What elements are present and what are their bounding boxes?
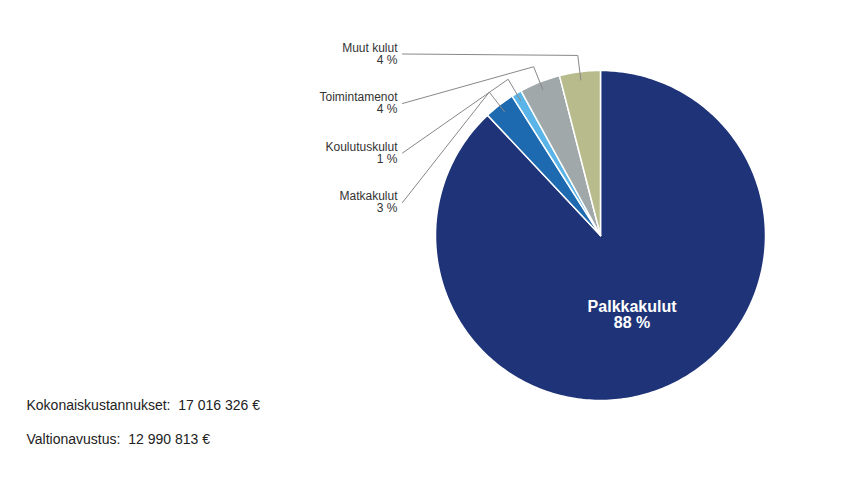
svg-text:Matkakulut3 %: Matkakulut3 % (339, 189, 398, 215)
svg-text:Toimintamenot4 %: Toimintamenot4 % (319, 90, 398, 116)
svg-text:Koulutuskulut1 %: Koulutuskulut1 % (325, 140, 398, 166)
svg-text:Palkkakulut88 %: Palkkakulut88 % (588, 298, 678, 331)
svg-text:Kokonaiskustannukset: 17 016: Kokonaiskustannukset: 17 016 326 € (27, 397, 261, 413)
svg-text:Valtionavustus: 12 990 813 €: Valtionavustus: 12 990 813 € (27, 431, 211, 447)
svg-text:Muut kulut4 %: Muut kulut4 % (342, 41, 398, 67)
